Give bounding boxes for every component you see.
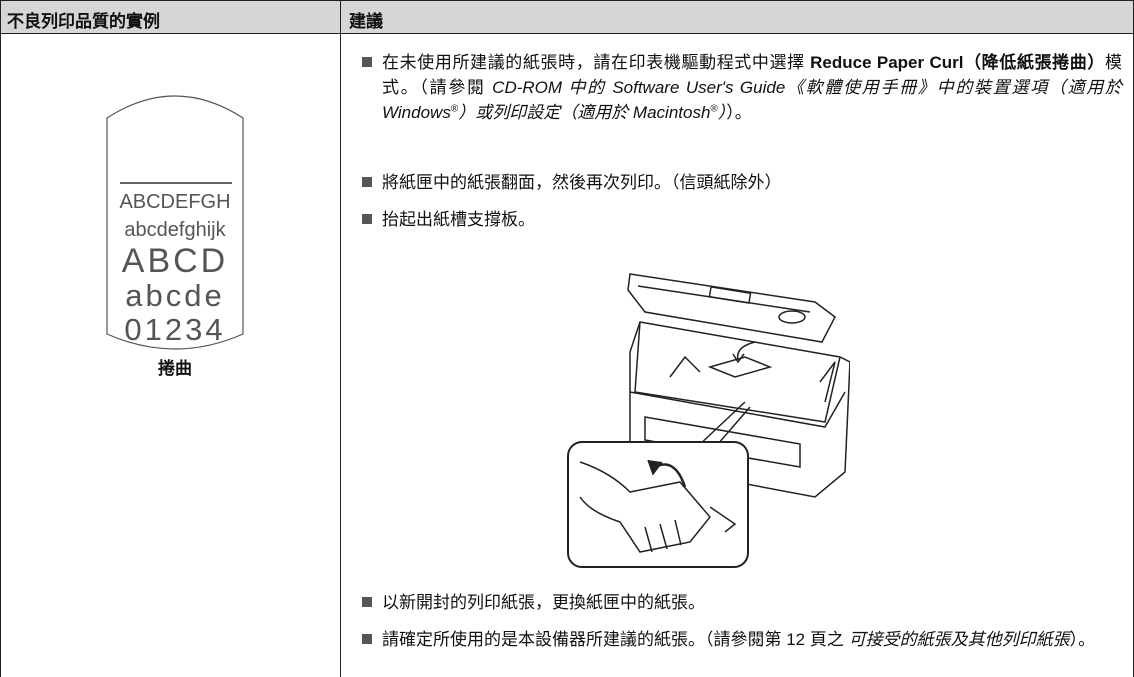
border [0,0,1,677]
table-header: 不良列印品質的實例 建議 [0,0,1134,34]
sample-line: abcdefghijk [124,219,226,241]
sample-line: ABCDEFGH [119,191,230,213]
text: （降低紙張捲曲） [963,53,1105,72]
text: 可接受的紙張及其他列印紙張 [848,630,1070,649]
suggestion: 將紙匣中的紙張翻面，然後再次列印。（信頭紙除外） [362,170,1122,195]
text: ® [710,103,718,115]
sample-line: abcde [125,278,224,313]
text: 在未使用所建議的紙張時，請在印表機驅動程式中選擇 [382,53,811,72]
sample-line: 01234 [124,312,225,347]
curl-sample: ABCDEFGH abcdefghijk ABCD abcde 01234 [106,95,244,350]
caption: 捲曲 [158,359,192,378]
text: 模式。（請參閱 [382,53,1122,97]
printer-illustration [567,273,850,568]
border [340,0,341,677]
text: ）或列印設定（適用於 Macintosh [458,103,711,122]
text: 將紙匣中的紙張翻面，然後再次列印。（信頭紙除外） [382,173,782,192]
text: ）。 [726,103,752,122]
suggestion: 以新開封的列印紙張，更換紙匣中的紙張。 [362,590,1122,615]
text: CD-ROM 中的 Software User's Guide《軟體使用手冊》中… [382,78,1122,122]
suggestion: 請確定所使用的是本設備器所建議的紙張。（請參閱第 12 頁之 可接受的紙張及其他… [362,627,1122,652]
text: ® [450,103,459,115]
header-cell: 建議 [349,12,383,31]
text: Reduce Paper Curl [810,53,964,72]
suggestion: 在未使用所建議的紙張時，請在印表機驅動程式中選擇 Reduce Paper Cu… [362,50,1122,125]
text: 以新開封的列印紙張，更換紙匣中的紙張。 [382,593,705,612]
sample-line: ABCD [122,242,228,280]
text: ）。 [1069,630,1096,649]
text: ） [717,103,727,122]
text: 請確定所使用的是本設備器所建議的紙張。（請參閱第 12 頁之 [382,630,849,649]
suggestion: 抬起出紙槽支撐板。 [362,207,1122,232]
text: 抬起出紙槽支撐板。 [382,210,535,229]
header-cell: 不良列印品質的實例 [7,12,160,31]
